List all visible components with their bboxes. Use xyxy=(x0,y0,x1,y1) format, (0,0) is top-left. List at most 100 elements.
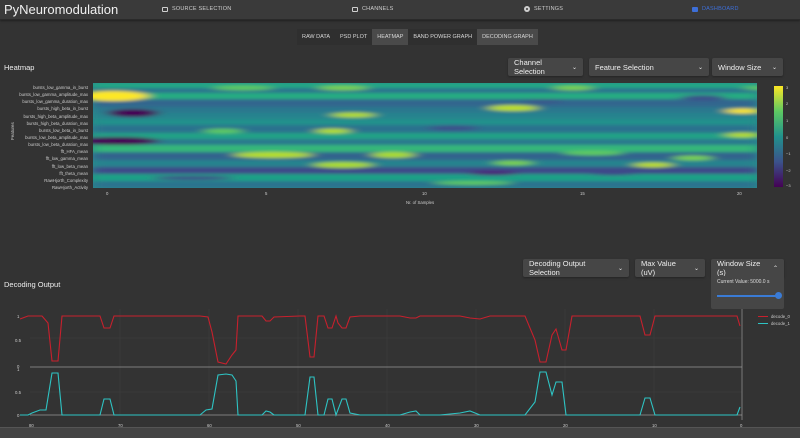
window-size-slider[interactable] xyxy=(717,295,779,297)
x-tick: 15 xyxy=(580,191,585,196)
dropdown-label: Window Size (s) xyxy=(717,259,761,277)
dropdown-label: Channel Selection xyxy=(514,58,545,76)
dropdown-label: Window Size xyxy=(718,62,762,72)
nav-label: DASHBOARD xyxy=(702,6,739,12)
feature-label: bursts_low_gamma_duration_max xyxy=(22,99,88,105)
feature-label: bursts_high_beta_in_burst xyxy=(37,106,88,112)
list-icon xyxy=(162,6,168,12)
window-size-dropdown[interactable]: Window Size ⌄ xyxy=(712,58,783,76)
chevron-down-icon: ⌄ xyxy=(693,265,699,272)
nav-label: SETTINGS xyxy=(534,6,564,12)
feature-label: bursts_low_beta_in_burst xyxy=(39,127,88,133)
chevron-up-icon: ⌃ xyxy=(772,265,778,272)
x-tick: 40 xyxy=(385,423,390,428)
tab-raw-data[interactable]: RAW DATA xyxy=(302,34,331,40)
tab-psd-plot[interactable]: PSD PLOT xyxy=(340,34,368,40)
feature-label: bursts_low_beta_amplitude_max xyxy=(25,134,88,140)
y-tick: 0.5 xyxy=(15,338,22,343)
dropdown-label: Max Value (uV) xyxy=(641,259,676,277)
feature-label: bursts_low_gamma_in_burst xyxy=(33,85,88,90)
feature-label: bursts_high_beta_duration_max xyxy=(26,120,88,126)
decoding-title: Decoding Output xyxy=(4,280,61,289)
heatmap-x-axis-label: Nr. of Samples xyxy=(406,200,435,205)
legend-item-decode-0[interactable]: decode_0 xyxy=(758,313,790,320)
monitor-icon xyxy=(352,6,358,12)
legend-label: decode_0 xyxy=(771,314,790,319)
x-tick: 0 xyxy=(740,423,743,428)
current-value-text: Current Value: 5000.0 s xyxy=(717,279,770,285)
dropdown-label: Feature Selection xyxy=(595,62,654,72)
slider-knob[interactable] xyxy=(775,292,782,299)
colorbar-tick: −3 xyxy=(786,183,791,188)
chevron-down-icon: ⌄ xyxy=(617,265,623,272)
feature-label: fft_theta_mean xyxy=(59,170,88,176)
legend-label: decode_1 xyxy=(771,321,790,326)
tab-band-power-graph[interactable]: BAND POWER GRAPH xyxy=(413,34,473,40)
feature-label: bursts_high_beta_amplitude_max xyxy=(23,113,89,119)
feature-label: bursts_low_beta_duration_max xyxy=(28,142,88,148)
x-tick: 60 xyxy=(207,423,212,428)
y-tick: 0 xyxy=(17,413,20,418)
nav-dashboard[interactable]: DASHBOARD xyxy=(692,6,739,12)
heatmap-plot[interactable] xyxy=(93,83,757,188)
x-tick: 5 xyxy=(265,191,268,196)
app-title: PyNeuromodulation xyxy=(4,2,119,17)
nav-label: SOURCE SELECTION xyxy=(172,6,232,12)
x-tick: 80 xyxy=(29,423,34,428)
window-size-popup: Current Value: 5000.0 s xyxy=(711,276,784,309)
x-tick: 50 xyxy=(296,423,301,428)
feature-label: RawHjorth_Complexity xyxy=(44,177,88,183)
decoding-legend: decode_0 decode_1 xyxy=(758,313,790,327)
x-tick: 0 xyxy=(106,191,109,196)
nav-settings[interactable]: SETTINGS xyxy=(524,6,563,12)
nav-source-selection[interactable]: SOURCE SELECTION xyxy=(162,6,231,12)
window-size-s-dropdown[interactable]: Window Size (s) ⌃ xyxy=(711,259,784,277)
x-tick: 10 xyxy=(652,423,657,428)
tab-decoding-graph[interactable]: DECODING GRAPH xyxy=(477,29,538,45)
dashboard-icon xyxy=(692,6,698,12)
heatmap-feature-labels: bursts_low_gamma_in_burst bursts_low_gam… xyxy=(0,84,90,191)
max-value-dropdown[interactable]: Max Value (uV) ⌄ xyxy=(635,259,705,277)
dropdown-label: Decoding Output Selection xyxy=(529,259,586,277)
colorbar-tick: −2 xyxy=(786,168,791,173)
chevron-down-icon: ⌄ xyxy=(697,64,703,71)
colorbar-tick: −1 xyxy=(786,151,791,156)
decoding-output-plot[interactable]: 1 0.5 0 1 0.5 0 80 70 60 50 40 30 20 10 … xyxy=(0,305,800,435)
nav-channels[interactable]: CHANNELS xyxy=(352,6,394,12)
feature-label: fft_low_gamma_mean xyxy=(45,156,88,162)
feature-label: fft_low_beta_mean xyxy=(51,163,88,169)
y-tick: 1 xyxy=(17,367,20,372)
decode-1-line xyxy=(20,371,741,417)
chevron-down-icon: ⌄ xyxy=(771,64,777,71)
colorbar-tick: 1 xyxy=(786,118,789,123)
feature-label: fft_HFA_mean xyxy=(60,149,88,155)
view-tabs: RAW DATA PSD PLOT HEATMAP BAND POWER GRA… xyxy=(297,29,538,45)
x-tick: 10 xyxy=(422,191,427,196)
chevron-down-icon: ⌄ xyxy=(571,64,577,71)
decoding-output-selection-dropdown[interactable]: Decoding Output Selection ⌄ xyxy=(523,259,629,277)
x-tick: 20 xyxy=(737,191,742,196)
heatmap-colorbar xyxy=(774,86,783,187)
feature-label: bursts_low_gamma_amplitude_max xyxy=(19,92,88,98)
legend-swatch xyxy=(758,323,768,324)
legend-item-decode-1[interactable]: decode_1 xyxy=(758,320,790,327)
heatmap-title: Heatmap xyxy=(4,63,35,72)
x-tick: 20 xyxy=(563,423,568,428)
colorbar-tick: 3 xyxy=(786,85,789,90)
gear-icon xyxy=(524,6,530,12)
feature-label: RawHjorth_Activity xyxy=(51,184,88,190)
decode-0-line xyxy=(19,314,741,365)
y-tick: 0 xyxy=(17,364,20,369)
colorbar-tick: 2 xyxy=(786,101,789,106)
nav-label: CHANNELS xyxy=(362,6,394,12)
y-tick: 1 xyxy=(17,314,20,319)
y-tick: 0.5 xyxy=(15,390,22,395)
channel-selection-dropdown[interactable]: Channel Selection ⌄ xyxy=(508,58,583,76)
x-tick: 70 xyxy=(118,423,123,428)
legend-swatch xyxy=(758,316,768,317)
colorbar-tick: 0 xyxy=(786,135,789,140)
top-nav-bar: PyNeuromodulation SOURCE SELECTION CHANN… xyxy=(0,0,800,20)
tab-heatmap[interactable]: HEATMAP xyxy=(372,29,409,45)
footer-bar xyxy=(0,427,800,438)
feature-selection-dropdown[interactable]: Feature Selection ⌄ xyxy=(589,58,709,76)
